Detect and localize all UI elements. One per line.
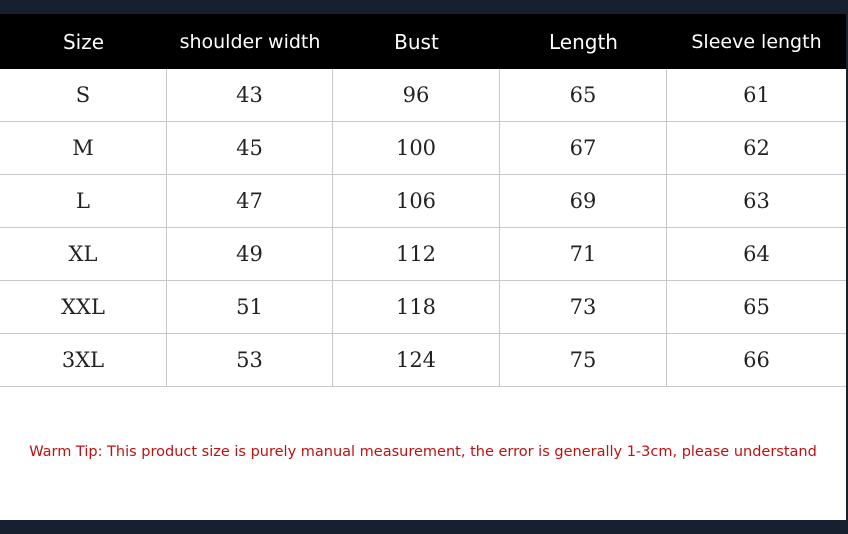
table-row: S 43 96 65 61 (0, 69, 846, 122)
table-cell: 124 (333, 334, 500, 386)
table-cell: 53 (167, 334, 333, 386)
table-cell: 61 (743, 83, 770, 107)
table-body: S 43 96 65 61 M 45 100 67 62 L 47 106 69 63 XL 49 112 71 64… (0, 69, 846, 387)
table-row: XXL 51 118 73 65 (0, 281, 846, 334)
header-row: Size shoulder width Bust Length Sleeve lengt… (0, 14, 846, 69)
table-cell: 65 (743, 295, 770, 319)
table-cell: M (0, 122, 167, 174)
header-cell: shoulder width (179, 30, 321, 53)
table-cell: 49 (167, 228, 333, 280)
table-row: 3XL 53 124 75 66 (0, 334, 846, 387)
header-cell: Size (62, 29, 105, 54)
table-cell: 67 (500, 122, 667, 174)
header-cell: Length (549, 29, 618, 54)
table-row: M 45 100 67 62 (0, 122, 846, 175)
size-table: Size shoulder width Bust Length Sleeve lengt… (0, 14, 846, 387)
table-cell: 43 (167, 69, 333, 121)
table-cell: 45 (167, 122, 333, 174)
warm-tip: Warm Tip: This product size is purely ma… (29, 444, 817, 460)
table-cell: XXL (0, 281, 167, 333)
table-cell: 47 (167, 175, 333, 227)
table-cell: S (0, 69, 167, 121)
header-cell: Bust (394, 29, 439, 54)
table-cell: 3XL (0, 334, 167, 386)
table-cell: 69 (500, 175, 667, 227)
table-cell: 112 (333, 228, 500, 280)
table-cell: 73 (500, 281, 667, 333)
size-sheet: Size shoulder width Bust Length Sleeve lengt… (0, 14, 846, 520)
header-cell: Sleeve length (691, 30, 822, 53)
table-cell: XL (0, 228, 167, 280)
table-cell: 66 (743, 348, 770, 372)
table-cell: 106 (333, 175, 500, 227)
table-cell: 64 (743, 242, 770, 266)
table-cell: 51 (167, 281, 333, 333)
table-cell: 118 (333, 281, 500, 333)
table-cell: 75 (500, 334, 667, 386)
table-cell: L (0, 175, 167, 227)
table-row: XL 49 112 71 64 (0, 228, 846, 281)
table-cell: 62 (743, 136, 770, 160)
table-cell: 63 (743, 189, 770, 213)
table-cell: 96 (333, 69, 500, 121)
table-cell: 65 (500, 69, 667, 121)
table-cell: 100 (333, 122, 500, 174)
table-row: L 47 106 69 63 (0, 175, 846, 228)
table-cell: 71 (500, 228, 667, 280)
